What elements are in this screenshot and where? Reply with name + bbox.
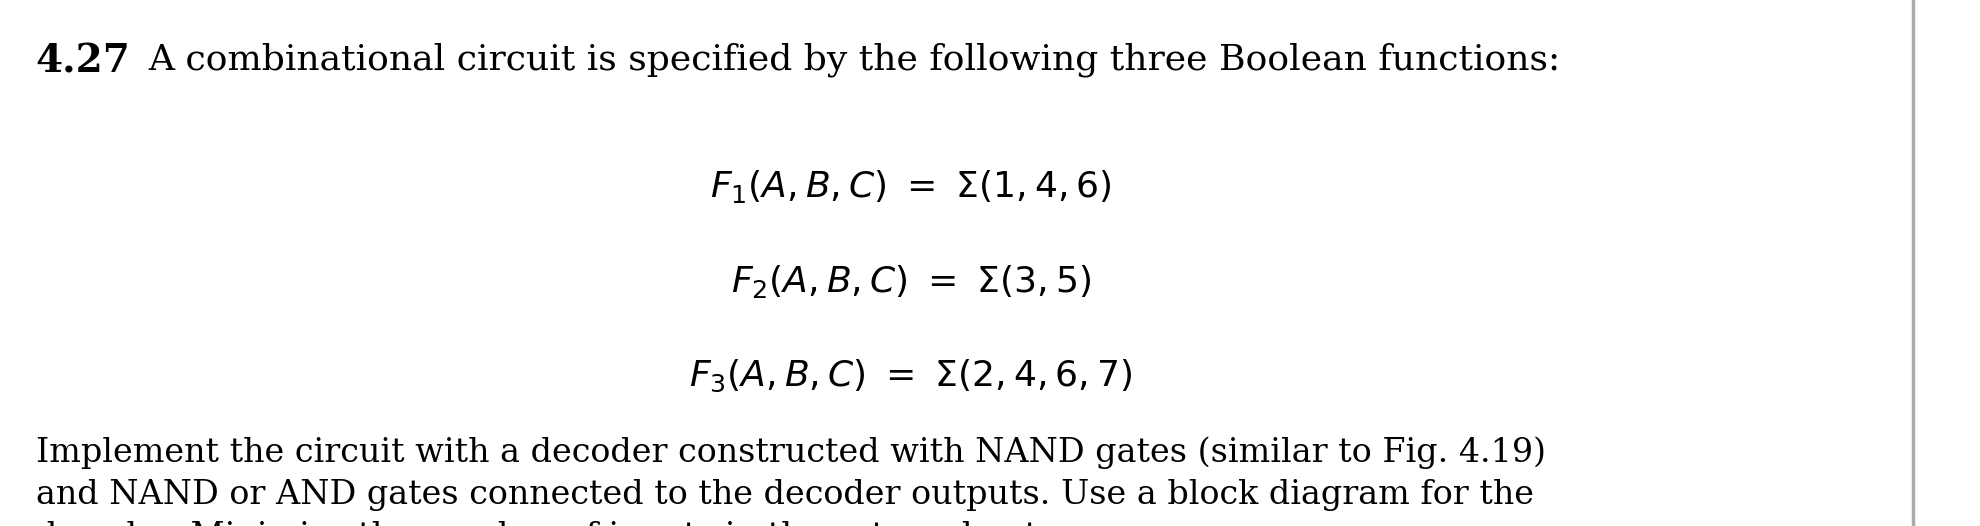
Text: $F_3(A, B, C) \ = \ \Sigma(2, 4, 6, 7)$: $F_3(A, B, C) \ = \ \Sigma(2, 4, 6, 7)$ bbox=[689, 358, 1133, 394]
Text: $F_2(A, B, C) \ = \ \Sigma(3, 5)$: $F_2(A, B, C) \ = \ \Sigma(3, 5)$ bbox=[731, 263, 1091, 300]
Text: decoder. Minimize the number of inputs in the external gates.: decoder. Minimize the number of inputs i… bbox=[36, 521, 1085, 526]
Text: $F_1(A, B, C) \ = \ \Sigma(1, 4, 6)$: $F_1(A, B, C) \ = \ \Sigma(1, 4, 6)$ bbox=[711, 168, 1111, 205]
Text: and NAND or AND gates connected to the decoder outputs. Use a block diagram for : and NAND or AND gates connected to the d… bbox=[36, 479, 1534, 511]
Text: 4.27: 4.27 bbox=[36, 42, 131, 80]
Text: A combinational circuit is specified by the following three Boolean functions:: A combinational circuit is specified by … bbox=[148, 42, 1560, 77]
Text: Implement the circuit with a decoder constructed with NAND gates (similar to Fig: Implement the circuit with a decoder con… bbox=[36, 437, 1546, 469]
